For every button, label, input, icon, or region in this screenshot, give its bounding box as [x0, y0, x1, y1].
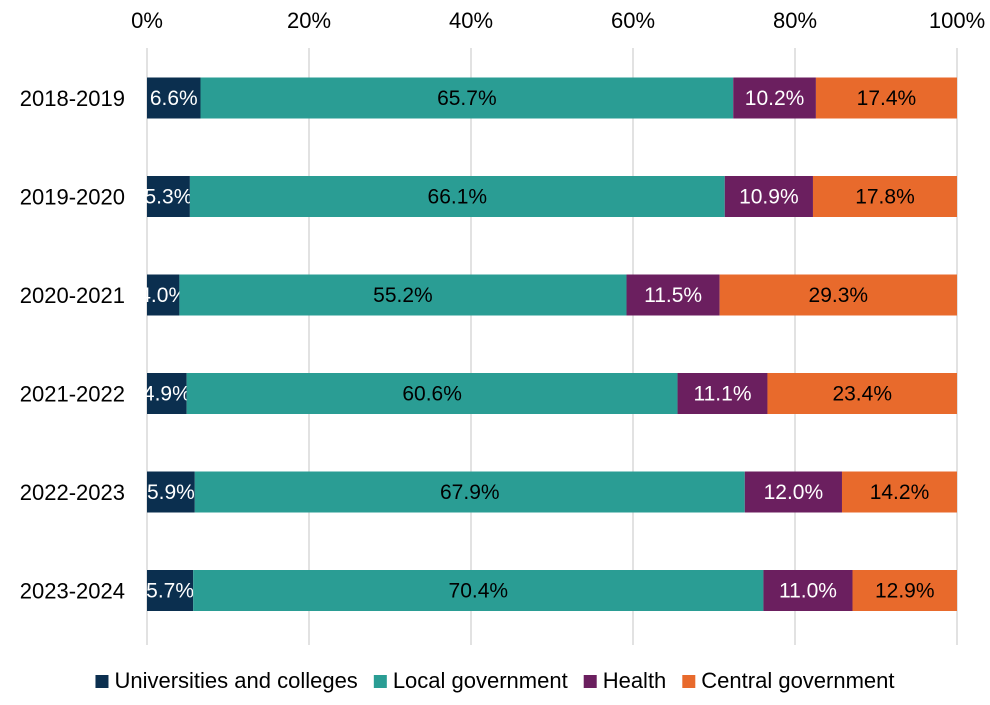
bar-segment [147, 176, 190, 217]
bar-segment [852, 570, 957, 611]
legend-swatch [95, 675, 109, 688]
data-label: 10.9% [739, 186, 799, 209]
legend-item: Universities and colleges [95, 668, 358, 693]
category-label: 2021-2022 [20, 382, 125, 407]
legend-label: Universities and colleges [114, 668, 357, 693]
bar-segment [744, 471, 842, 513]
legend: Universities and colleges Local governmen… [95, 668, 895, 693]
data-label: 5.7% [146, 580, 194, 603]
data-label: 29.3% [809, 284, 869, 307]
x-axis-ticks: 0% 20% 40% 60% 80% 100% [131, 8, 985, 33]
data-label: 5.9% [147, 481, 195, 504]
data-label: 66.1% [428, 186, 488, 209]
bar-segment [186, 373, 678, 414]
data-label: 4.9% [143, 383, 191, 406]
data-label: 11.0% [779, 580, 837, 603]
bar-segment [147, 570, 194, 611]
legend-swatch [682, 675, 696, 688]
data-label: 55.2% [373, 284, 433, 307]
bar-segment [194, 471, 745, 513]
category-label: 2022-2023 [20, 480, 125, 505]
x-tick-label: 20% [287, 8, 331, 33]
bar-segment [815, 77, 957, 119]
bar-segment [677, 373, 768, 414]
x-tick-label: 100% [929, 8, 985, 33]
bar-segment [193, 570, 764, 611]
data-label: 17.4% [857, 87, 917, 110]
bar-segment [812, 176, 957, 217]
bar-segment [626, 274, 720, 316]
data-label: 11.1% [694, 383, 752, 406]
data-label: 17.8% [855, 186, 915, 209]
data-label: 6.6% [150, 87, 198, 110]
data-label: 4.0% [139, 284, 187, 307]
gridlines [146, 48, 958, 645]
legend-swatch [373, 675, 387, 688]
legend-swatch [583, 675, 597, 688]
bar-segment [733, 77, 816, 119]
bar-segment [767, 373, 957, 414]
data-label: 12.9% [875, 580, 935, 603]
legend-item: Local government [373, 668, 568, 693]
legend-label: Health [603, 668, 667, 693]
data-label: 65.7% [437, 87, 497, 110]
legend-item: Health [583, 668, 667, 693]
data-label: 14.2% [870, 481, 930, 504]
bar-segment [179, 274, 627, 316]
data-label: 70.4% [449, 580, 509, 603]
x-tick-label: 0% [131, 8, 163, 33]
category-labels: 2018-2019 2019-2020 2020-2021 2021-2022 2022… [20, 86, 125, 604]
bar-segment [763, 570, 853, 611]
category-label: 2018-2019 [20, 86, 125, 111]
data-label: 67.9% [440, 481, 500, 504]
category-label: 2020-2021 [20, 283, 125, 308]
data-label: 60.6% [402, 383, 462, 406]
bar-segment [841, 471, 957, 513]
x-tick-label: 60% [611, 8, 655, 33]
data-label: 5.3% [145, 186, 193, 209]
bar-segment [719, 274, 957, 316]
x-tick-label: 40% [449, 8, 493, 33]
data-label: 10.2% [745, 87, 805, 110]
bar-segment [147, 373, 187, 414]
x-tick-label: 80% [773, 8, 817, 33]
data-label: 11.5% [644, 284, 702, 307]
bar-segment [189, 176, 725, 217]
bars: 6.6% 65.7% 10.2% 17.4% 5.3% 66.1% 10.9% 17.8% 4.… [139, 77, 957, 611]
category-label: 2023-2024 [20, 579, 125, 604]
legend-item: Central government [682, 668, 895, 693]
data-label: 23.4% [832, 383, 892, 406]
data-label: 12.0% [764, 481, 824, 504]
category-label: 2019-2020 [20, 185, 125, 210]
bar-segment [147, 274, 180, 316]
bar-segment [147, 77, 201, 119]
legend-label: Local government [393, 668, 568, 693]
bar-segment [200, 77, 734, 119]
bar-segment [724, 176, 813, 217]
bar-segment [147, 471, 195, 513]
legend-label: Central government [701, 668, 894, 693]
